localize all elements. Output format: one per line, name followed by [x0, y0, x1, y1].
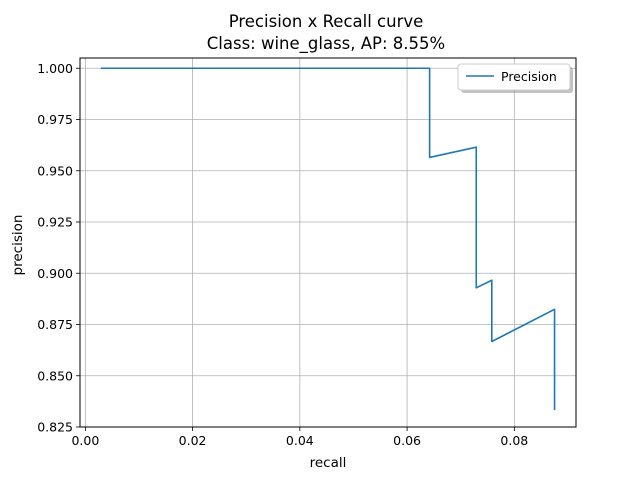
y-tick-label: 0.900 — [37, 266, 73, 281]
x-tick-label: 0.00 — [71, 433, 99, 448]
axis-ticks: 0.00 0.02 0.04 0.06 0.08 0.825 0.850 0.875 0.900… — [37, 61, 528, 448]
y-tick-label: 0.925 — [37, 215, 73, 230]
legend-label: Precision — [501, 69, 557, 84]
y-tick-label: 0.825 — [37, 420, 73, 435]
grid-lines — [80, 58, 576, 428]
x-tick-label: 0.06 — [393, 433, 421, 448]
chart-title-line1: Precision x Recall curve — [229, 12, 424, 31]
x-tick-label: 0.08 — [500, 433, 528, 448]
precision-series-line — [100, 67, 556, 410]
y-tick-label: 0.850 — [37, 368, 73, 383]
legend: Precision — [457, 63, 573, 93]
x-axis-label: recall — [310, 455, 347, 471]
y-tick-label: 0.950 — [37, 163, 73, 178]
y-tick-label: 0.875 — [37, 317, 73, 332]
y-axis-label: precision — [10, 215, 26, 276]
plot-frame — [79, 57, 577, 428]
y-tick-label: 1.000 — [37, 61, 73, 76]
x-tick-label: 0.02 — [179, 433, 207, 448]
x-tick-label: 0.04 — [286, 433, 314, 448]
series-lines — [100, 67, 556, 410]
y-tick-label: 0.975 — [37, 112, 73, 127]
legend-box — [457, 63, 571, 91]
chart-title-line2: Class: wine_glass, AP: 8.55% — [207, 34, 445, 54]
